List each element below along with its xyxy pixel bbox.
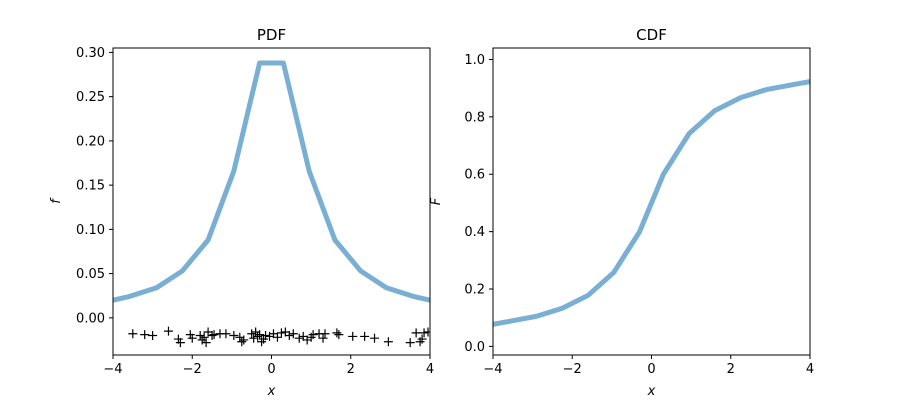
sample-marker — [405, 338, 415, 348]
sample-marker — [221, 329, 231, 339]
sample-marker — [419, 328, 429, 338]
sample-marker — [320, 329, 330, 339]
y-axis-label: F — [429, 197, 444, 205]
chart-title: CDF — [636, 26, 667, 44]
axes-frame — [112, 47, 431, 356]
plot-area — [113, 60, 430, 348]
x-tick-label: −2 — [183, 362, 202, 377]
y-tick-label: 0.8 — [464, 110, 485, 125]
y-tick-label: 0.2 — [464, 283, 485, 298]
y-tick-label: 0.25 — [76, 90, 105, 105]
pdf-panel: −4 −2 0 2 4 0.00 0.05 0.10 0.15 0.20 0.25 0.30 PDF x f — [49, 26, 434, 399]
sample-marker — [207, 331, 217, 341]
y-tick-label: 0.4 — [464, 225, 485, 240]
y-axis-label: f — [49, 197, 64, 204]
cdf-panel: −4 −2 0 2 4 0.0 0.2 0.4 0.6 0.8 1.0 CDF x F — [429, 26, 814, 399]
y-tick-label: 0.00 — [76, 311, 105, 326]
sample-marker — [239, 335, 249, 345]
sample-marker — [370, 333, 380, 343]
sample-marker — [308, 330, 318, 340]
x-tick-label: 2 — [347, 362, 355, 377]
y-tick-label: 0.0 — [464, 340, 485, 355]
sample-marker — [175, 338, 185, 348]
y-tick-label: 0.20 — [76, 134, 105, 149]
y-tick-label: 0.30 — [76, 46, 105, 61]
y-tick-label: 0.6 — [464, 168, 485, 183]
sample-marker — [195, 331, 205, 341]
sample-marker — [318, 333, 328, 343]
sample-marker — [148, 331, 158, 341]
x-axis-label: x — [647, 384, 656, 399]
sample-marker — [237, 337, 247, 347]
x-axis-label: x — [267, 384, 276, 399]
y-tick-label: 0.10 — [76, 223, 105, 238]
x-tick-label: −4 — [483, 362, 502, 377]
sample-marker — [284, 331, 294, 341]
sample-marker — [360, 331, 370, 341]
sample-marker — [253, 331, 263, 341]
sample-marker — [255, 330, 265, 340]
sample-marker — [276, 328, 286, 338]
sample-marker — [209, 330, 219, 340]
x-tick-label: 0 — [267, 362, 275, 377]
sample-marker — [249, 333, 259, 343]
sample-marker — [140, 330, 150, 340]
sample-marker — [417, 334, 427, 344]
plot-area — [493, 79, 810, 327]
sample-marker — [128, 329, 138, 339]
cdf-series-line — [493, 79, 810, 327]
sample-marker — [383, 337, 393, 347]
sample-marker — [229, 331, 239, 341]
sample-marker — [288, 329, 298, 339]
sample-marker — [294, 333, 304, 343]
x-tick-label: 0 — [647, 362, 655, 377]
sample-marker — [272, 332, 282, 342]
sample-marker — [199, 332, 209, 342]
sample-marker — [332, 328, 342, 338]
sample-marker — [261, 331, 271, 341]
sample-marker — [334, 330, 344, 340]
x-tick-label: −4 — [103, 362, 122, 377]
y-tick-label: 0.15 — [76, 179, 105, 194]
sample-marker — [423, 327, 430, 337]
x-tick-label: 4 — [426, 362, 434, 377]
x-tick-label: 2 — [727, 362, 735, 377]
sample-marker — [247, 329, 257, 339]
x-tick-label: −2 — [563, 362, 582, 377]
y-tick-label: 1.0 — [464, 53, 485, 68]
chart-title: PDF — [257, 26, 286, 44]
y-tick-label: 0.05 — [76, 267, 105, 282]
sample-marker — [348, 331, 358, 341]
pdf-series-line — [113, 60, 430, 303]
x-tick-label: 4 — [806, 362, 814, 377]
sample-marker — [201, 338, 211, 348]
sample-marker — [163, 326, 173, 336]
sample-marker — [411, 328, 421, 338]
sample-marker — [187, 333, 197, 343]
